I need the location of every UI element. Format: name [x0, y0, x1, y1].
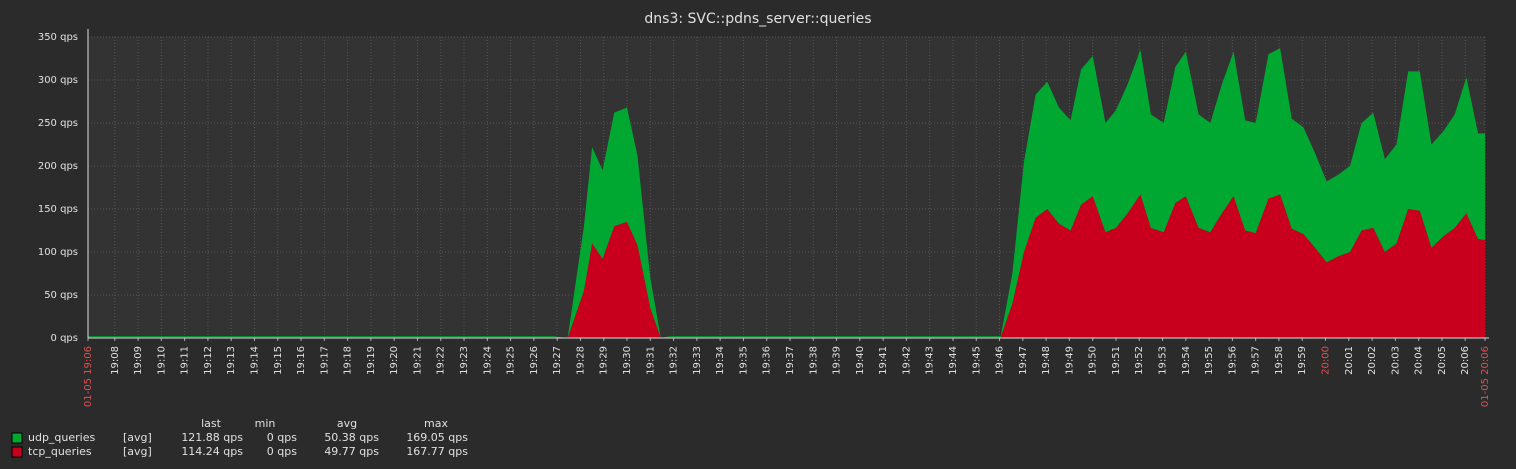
legend-stat: 114.24 qps: [181, 445, 243, 458]
legend-header: max: [424, 417, 448, 430]
x-tick-label: 19:38: [808, 346, 819, 375]
x-tick-label: 19:36: [762, 346, 773, 375]
x-tick-label: 19:11: [180, 346, 191, 375]
x-tick-label: 19:43: [925, 346, 936, 375]
x-tick-label: 19:13: [226, 346, 237, 375]
x-tick-label: 19:23: [459, 346, 470, 375]
x-tick-label: 19:25: [506, 346, 517, 375]
x-tick-label: 19:47: [1018, 346, 1029, 375]
x-tick-label: 19:56: [1227, 346, 1238, 375]
x-tick-label: 19:45: [971, 346, 982, 375]
x-tick-label: 19:32: [669, 346, 680, 375]
legend-swatch: [11, 446, 23, 458]
legend-header: avg: [337, 417, 357, 430]
legend-label: udp_queries: [28, 431, 96, 444]
area: [88, 48, 1485, 339]
x-tick-label: 19:59: [1297, 346, 1308, 375]
x-tick-label: 20:05: [1437, 346, 1448, 375]
x-tick-label: 20:04: [1414, 346, 1425, 375]
y-tick-label: 0 qps: [51, 333, 78, 344]
x-tick-label: 19:35: [738, 346, 749, 375]
legend-stat: 0 qps: [267, 445, 297, 458]
legend-func: [avg]: [123, 445, 152, 458]
x-tick-label: 19:52: [1134, 346, 1145, 375]
x-tick-label: 20:00: [1321, 346, 1332, 375]
x-tick-label: 19:22: [436, 346, 447, 375]
x-tick-label: 19:18: [343, 346, 354, 375]
x-tick-label: 19:27: [552, 346, 563, 375]
x-tick-label: 19:15: [273, 346, 284, 375]
x-tick-label: 19:19: [366, 346, 377, 375]
x-tick-label: 19:24: [482, 346, 493, 375]
x-tick-label: 19:57: [1251, 346, 1262, 375]
x-tick-label: 20:02: [1367, 346, 1378, 375]
x-tick-label: 20:06: [1460, 346, 1471, 375]
x-tick-label: 19:14: [249, 346, 260, 375]
legend-header: min: [255, 417, 276, 430]
x-tick-label: 19:58: [1274, 346, 1285, 375]
x-tick-label: 19:51: [1111, 346, 1122, 375]
x-tick-label: 19:21: [412, 346, 423, 375]
x-tick-label: 19:28: [575, 346, 586, 375]
x-tick-label: 19:48: [1041, 346, 1052, 375]
x-tick-label: 20:03: [1390, 346, 1401, 375]
x-tick-label: 19:42: [901, 346, 912, 375]
y-tick-label: 200 qps: [38, 161, 78, 172]
legend-stat: 49.77 qps: [324, 445, 379, 458]
legend-label: tcp_queries: [28, 445, 92, 458]
x-tick-label: 20:01: [1344, 346, 1355, 375]
y-tick-label: 300 qps: [38, 75, 78, 86]
legend-header: last: [201, 417, 222, 430]
legend-stat: 167.77 qps: [406, 445, 468, 458]
legend-swatch: [11, 432, 23, 444]
x-tick-label: 19:41: [878, 346, 889, 375]
x-tick-label: 19:30: [622, 346, 633, 375]
x-tick-label: 19:17: [319, 346, 330, 375]
y-tick-label: 350 qps: [38, 32, 78, 43]
x-tick-label: 19:20: [389, 346, 400, 375]
x-tick-label: 19:55: [1204, 346, 1215, 375]
legend-func: [avg]: [123, 431, 152, 444]
x-tick-label: 19:31: [645, 346, 656, 375]
x-tick-label: 19:46: [995, 346, 1006, 375]
x-tick-label: 19:50: [1088, 346, 1099, 375]
x-tick-label: 19:10: [156, 346, 167, 375]
x-tick-label: 19:40: [855, 346, 866, 375]
x-tick-label: 19:54: [1181, 346, 1192, 375]
x-tick-label: 19:33: [692, 346, 703, 375]
x-tick-label: 19:53: [1158, 346, 1169, 375]
chart-title: dns3: SVC::pdns_server::queries: [644, 11, 871, 27]
x-tick-label: 19:09: [133, 346, 144, 375]
x-tick-label: 19:49: [1064, 346, 1075, 375]
y-tick-label: 150 qps: [38, 204, 78, 215]
x-tick-label: 19:37: [785, 346, 796, 375]
x-tick-label: 19:16: [296, 346, 307, 375]
y-tick-label: 50 qps: [44, 290, 78, 301]
x-tick-label: 19:44: [948, 346, 959, 375]
x-tick-label: 19:08: [110, 346, 121, 375]
x-tick-label: 19:26: [529, 346, 540, 375]
x-tick-label: 01-05 20:06: [1480, 346, 1491, 407]
legend-stat: 0 qps: [267, 431, 297, 444]
area: [88, 194, 1485, 338]
legend-stat: 169.05 qps: [406, 431, 468, 444]
x-tick-label: 01-05 19:06: [83, 346, 94, 407]
x-tick-label: 19:39: [832, 346, 843, 375]
y-tick-label: 100 qps: [38, 247, 78, 258]
legend-stat: 50.38 qps: [324, 431, 379, 444]
x-tick-label: 19:34: [715, 346, 726, 375]
y-tick-label: 250 qps: [38, 118, 78, 129]
x-tick-label: 19:29: [599, 346, 610, 375]
legend-stat: 121.88 qps: [181, 431, 243, 444]
x-tick-label: 19:12: [203, 346, 214, 375]
